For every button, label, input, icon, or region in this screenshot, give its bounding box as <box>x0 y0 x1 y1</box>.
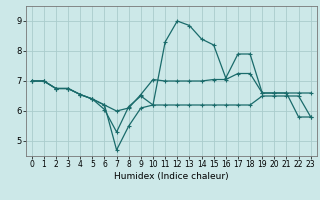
X-axis label: Humidex (Indice chaleur): Humidex (Indice chaleur) <box>114 172 228 181</box>
